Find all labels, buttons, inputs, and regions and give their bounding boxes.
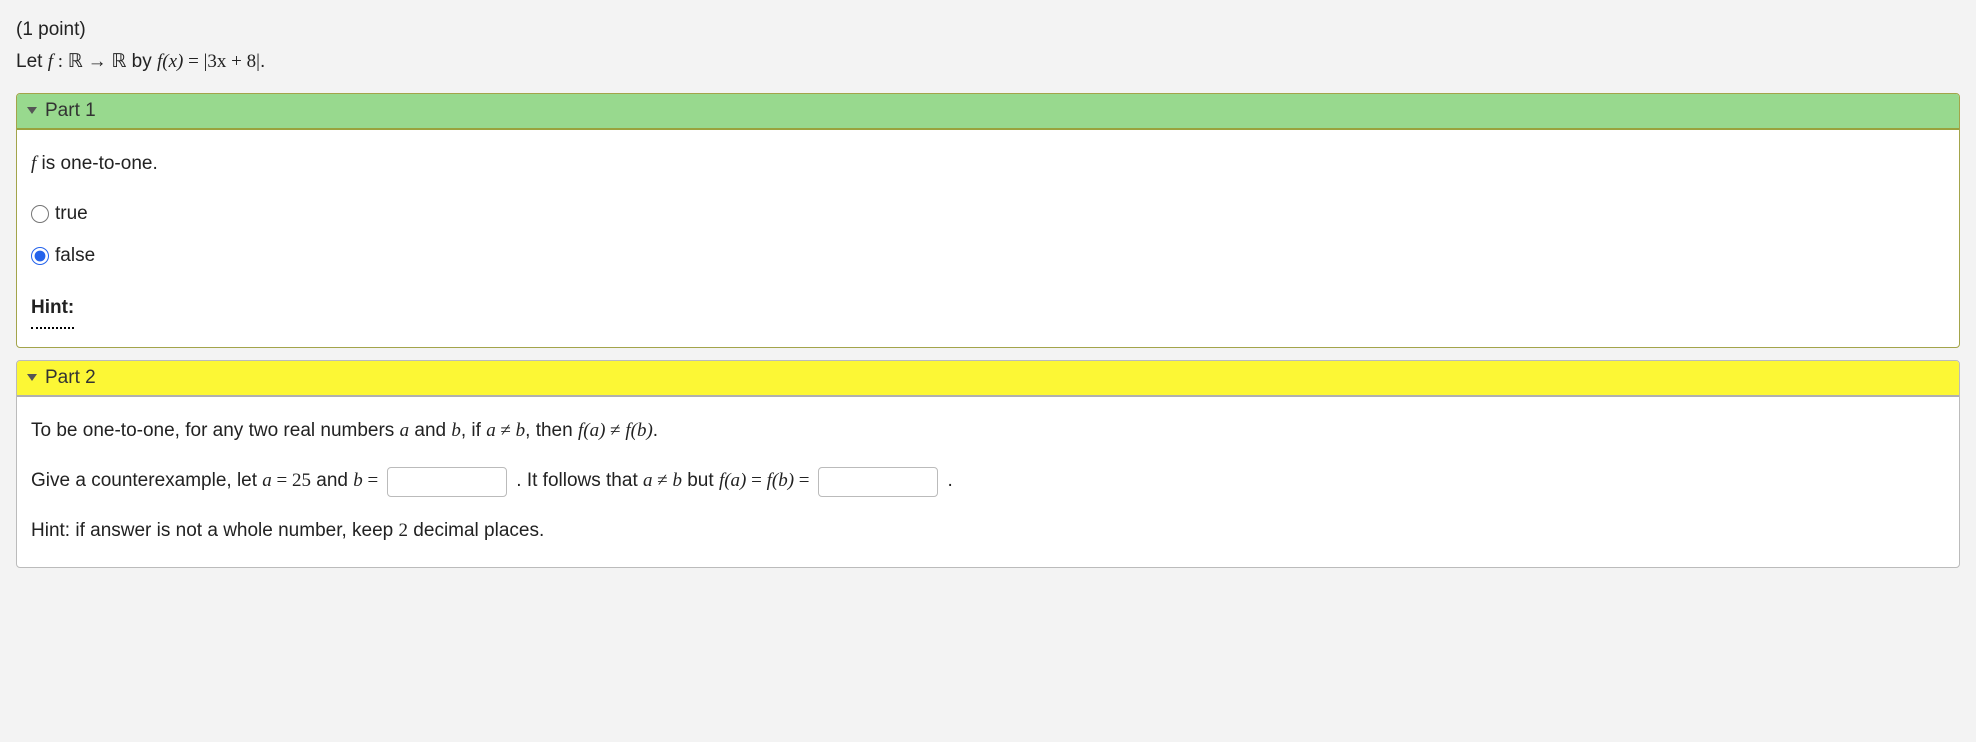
math-neq3: ≠ — [653, 470, 673, 491]
part2-title: Part 2 — [45, 367, 96, 389]
math-expr: |3x + 8| — [204, 51, 260, 72]
math-fa2: f(a) — [719, 470, 746, 491]
text-let: Let — [16, 51, 48, 72]
part2-hint-line: Hint: if answer is not a whole number, k… — [31, 513, 1945, 549]
radio-row-true[interactable]: true — [31, 196, 1945, 232]
part2-definition-line: To be one-to-one, for any two real numbe… — [31, 413, 1945, 449]
part1-header[interactable]: Part 1 — [17, 94, 1959, 130]
part1-statement: f is one-to-one. — [31, 146, 1945, 182]
text-period: . — [260, 51, 265, 72]
math-real-codomain: ℝ — [111, 51, 126, 72]
chevron-down-icon — [27, 374, 37, 381]
txt-if: , if — [461, 420, 486, 441]
math-eq25: = 25 — [272, 470, 311, 491]
math-a: a — [400, 420, 410, 441]
hint-tail: decimal places. — [408, 520, 544, 541]
input-b[interactable] — [387, 467, 507, 497]
math-b3: b — [353, 470, 363, 491]
txt-1: To be one-to-one, for any two real numbe… — [31, 420, 400, 441]
math-eqsym3: = — [794, 470, 814, 491]
math-neq2: ≠ — [605, 420, 625, 441]
statement-rest: is one-to-one. — [36, 153, 157, 174]
math-a4: a — [643, 470, 653, 491]
txt-then: , then — [525, 420, 578, 441]
math-eqsym: = — [363, 470, 383, 491]
math-b4: b — [672, 470, 682, 491]
hint-link[interactable]: Hint: — [31, 290, 74, 329]
text-by: by — [126, 51, 157, 72]
math-fb2: f(b) — [767, 470, 794, 491]
math-fx: f(x) — [157, 51, 183, 72]
math-eqsym2: = — [746, 470, 766, 491]
math-a2: a — [486, 420, 496, 441]
radio-false[interactable] — [31, 247, 49, 265]
function-definition: Let f : ℝ → ℝ by f(x) = |3x + 8|. — [16, 46, 1960, 78]
math-a3: a — [262, 470, 272, 491]
txt-ce: Give a counterexample, let — [31, 470, 262, 491]
txt-period: . — [653, 420, 658, 441]
part2-counterexample-line: Give a counterexample, let a = 25 and b … — [31, 463, 1945, 499]
math-eq: = — [183, 51, 203, 72]
math-arrow: → — [83, 51, 112, 72]
part1-body: f is one-to-one. true false Hint: — [17, 130, 1959, 347]
radio-row-false[interactable]: false — [31, 238, 1945, 274]
txt-follows: . It follows that — [516, 470, 643, 491]
math-fa: f(a) — [578, 420, 605, 441]
radio-false-label: false — [55, 238, 95, 274]
question-header: (1 point) Let f : ℝ → ℝ by f(x) = |3x + … — [16, 14, 1960, 79]
txt-period2: . — [948, 470, 953, 491]
math-neq: ≠ — [496, 420, 516, 441]
input-fab[interactable] — [818, 467, 938, 497]
math-b2: b — [516, 420, 526, 441]
math-two: 2 — [399, 520, 409, 541]
part1-panel: Part 1 f is one-to-one. true false Hint: — [16, 93, 1960, 348]
part1-title: Part 1 — [45, 100, 96, 122]
math-fb: f(b) — [625, 420, 652, 441]
part2-body: To be one-to-one, for any two real numbe… — [17, 397, 1959, 567]
part2-panel: Part 2 To be one-to-one, for any two rea… — [16, 360, 1960, 568]
radio-true[interactable] — [31, 205, 49, 223]
txt-and2: and — [311, 470, 353, 491]
hint-wrapper: Hint: — [31, 280, 1945, 329]
chevron-down-icon — [27, 107, 37, 114]
math-real-domain: ℝ — [68, 51, 83, 72]
math-colon: : — [53, 51, 68, 72]
txt-but: but — [682, 470, 719, 491]
radio-true-label: true — [55, 196, 88, 232]
part2-header[interactable]: Part 2 — [17, 361, 1959, 397]
txt-and: and — [409, 420, 451, 441]
hint-pre: Hint: if answer is not a whole number, k… — [31, 520, 399, 541]
math-b: b — [451, 420, 461, 441]
points-label: (1 point) — [16, 14, 1960, 46]
